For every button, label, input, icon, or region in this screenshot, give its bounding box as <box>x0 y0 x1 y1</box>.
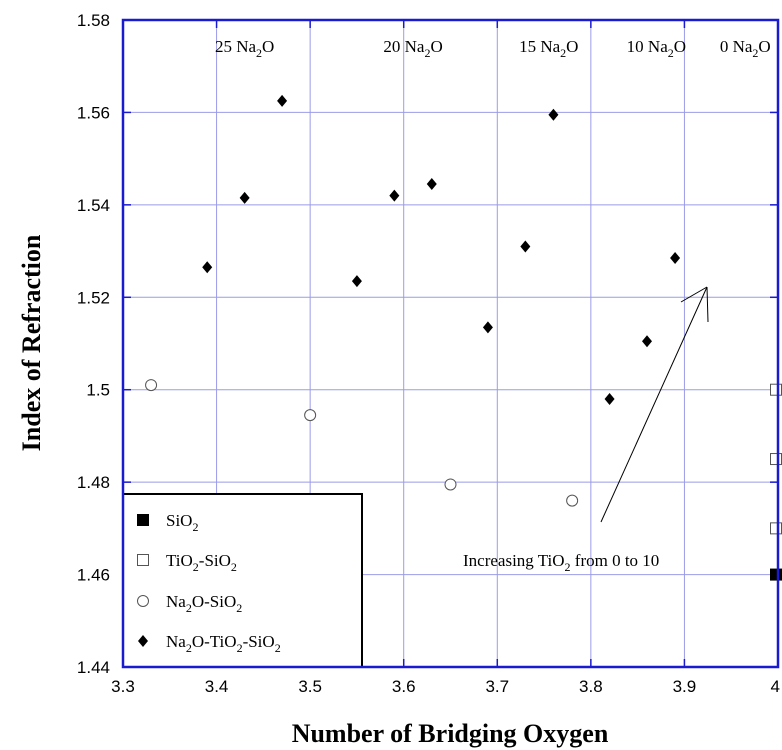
series-1 <box>770 569 782 581</box>
data-point <box>770 569 782 581</box>
legend-marker <box>137 514 149 526</box>
x-tick-label: 3.8 <box>579 677 603 696</box>
legend-marker <box>138 555 149 566</box>
data-point <box>771 523 782 534</box>
data-point <box>771 454 782 465</box>
x-tick-label: 3.9 <box>673 677 697 696</box>
y-tick-label: 1.44 <box>77 658 110 677</box>
y-tick-label: 1.48 <box>77 473 110 492</box>
data-point <box>771 384 782 395</box>
data-point <box>445 479 456 490</box>
y-tick-label: 1.54 <box>77 196 110 215</box>
data-point <box>305 410 316 421</box>
y-axis-title: Index of Refraction <box>17 234 46 451</box>
data-point <box>146 380 157 391</box>
x-tick-label: 4 <box>771 677 780 696</box>
x-axis-title: Number of Bridging Oxygen <box>292 719 609 748</box>
x-tick-label: 3.4 <box>205 677 229 696</box>
x-tick-label: 3.6 <box>392 677 416 696</box>
data-point <box>567 495 578 506</box>
y-tick-label: 1.52 <box>77 288 110 307</box>
y-tick-label: 1.56 <box>77 103 110 122</box>
y-tick-label: 1.58 <box>77 11 110 30</box>
legend-marker <box>138 596 149 607</box>
x-tick-label: 3.5 <box>298 677 322 696</box>
y-tick-label: 1.46 <box>77 566 110 585</box>
x-tick-label: 3.7 <box>485 677 509 696</box>
x-tick-label: 3.3 <box>111 677 135 696</box>
y-tick-label: 1.5 <box>86 381 110 400</box>
